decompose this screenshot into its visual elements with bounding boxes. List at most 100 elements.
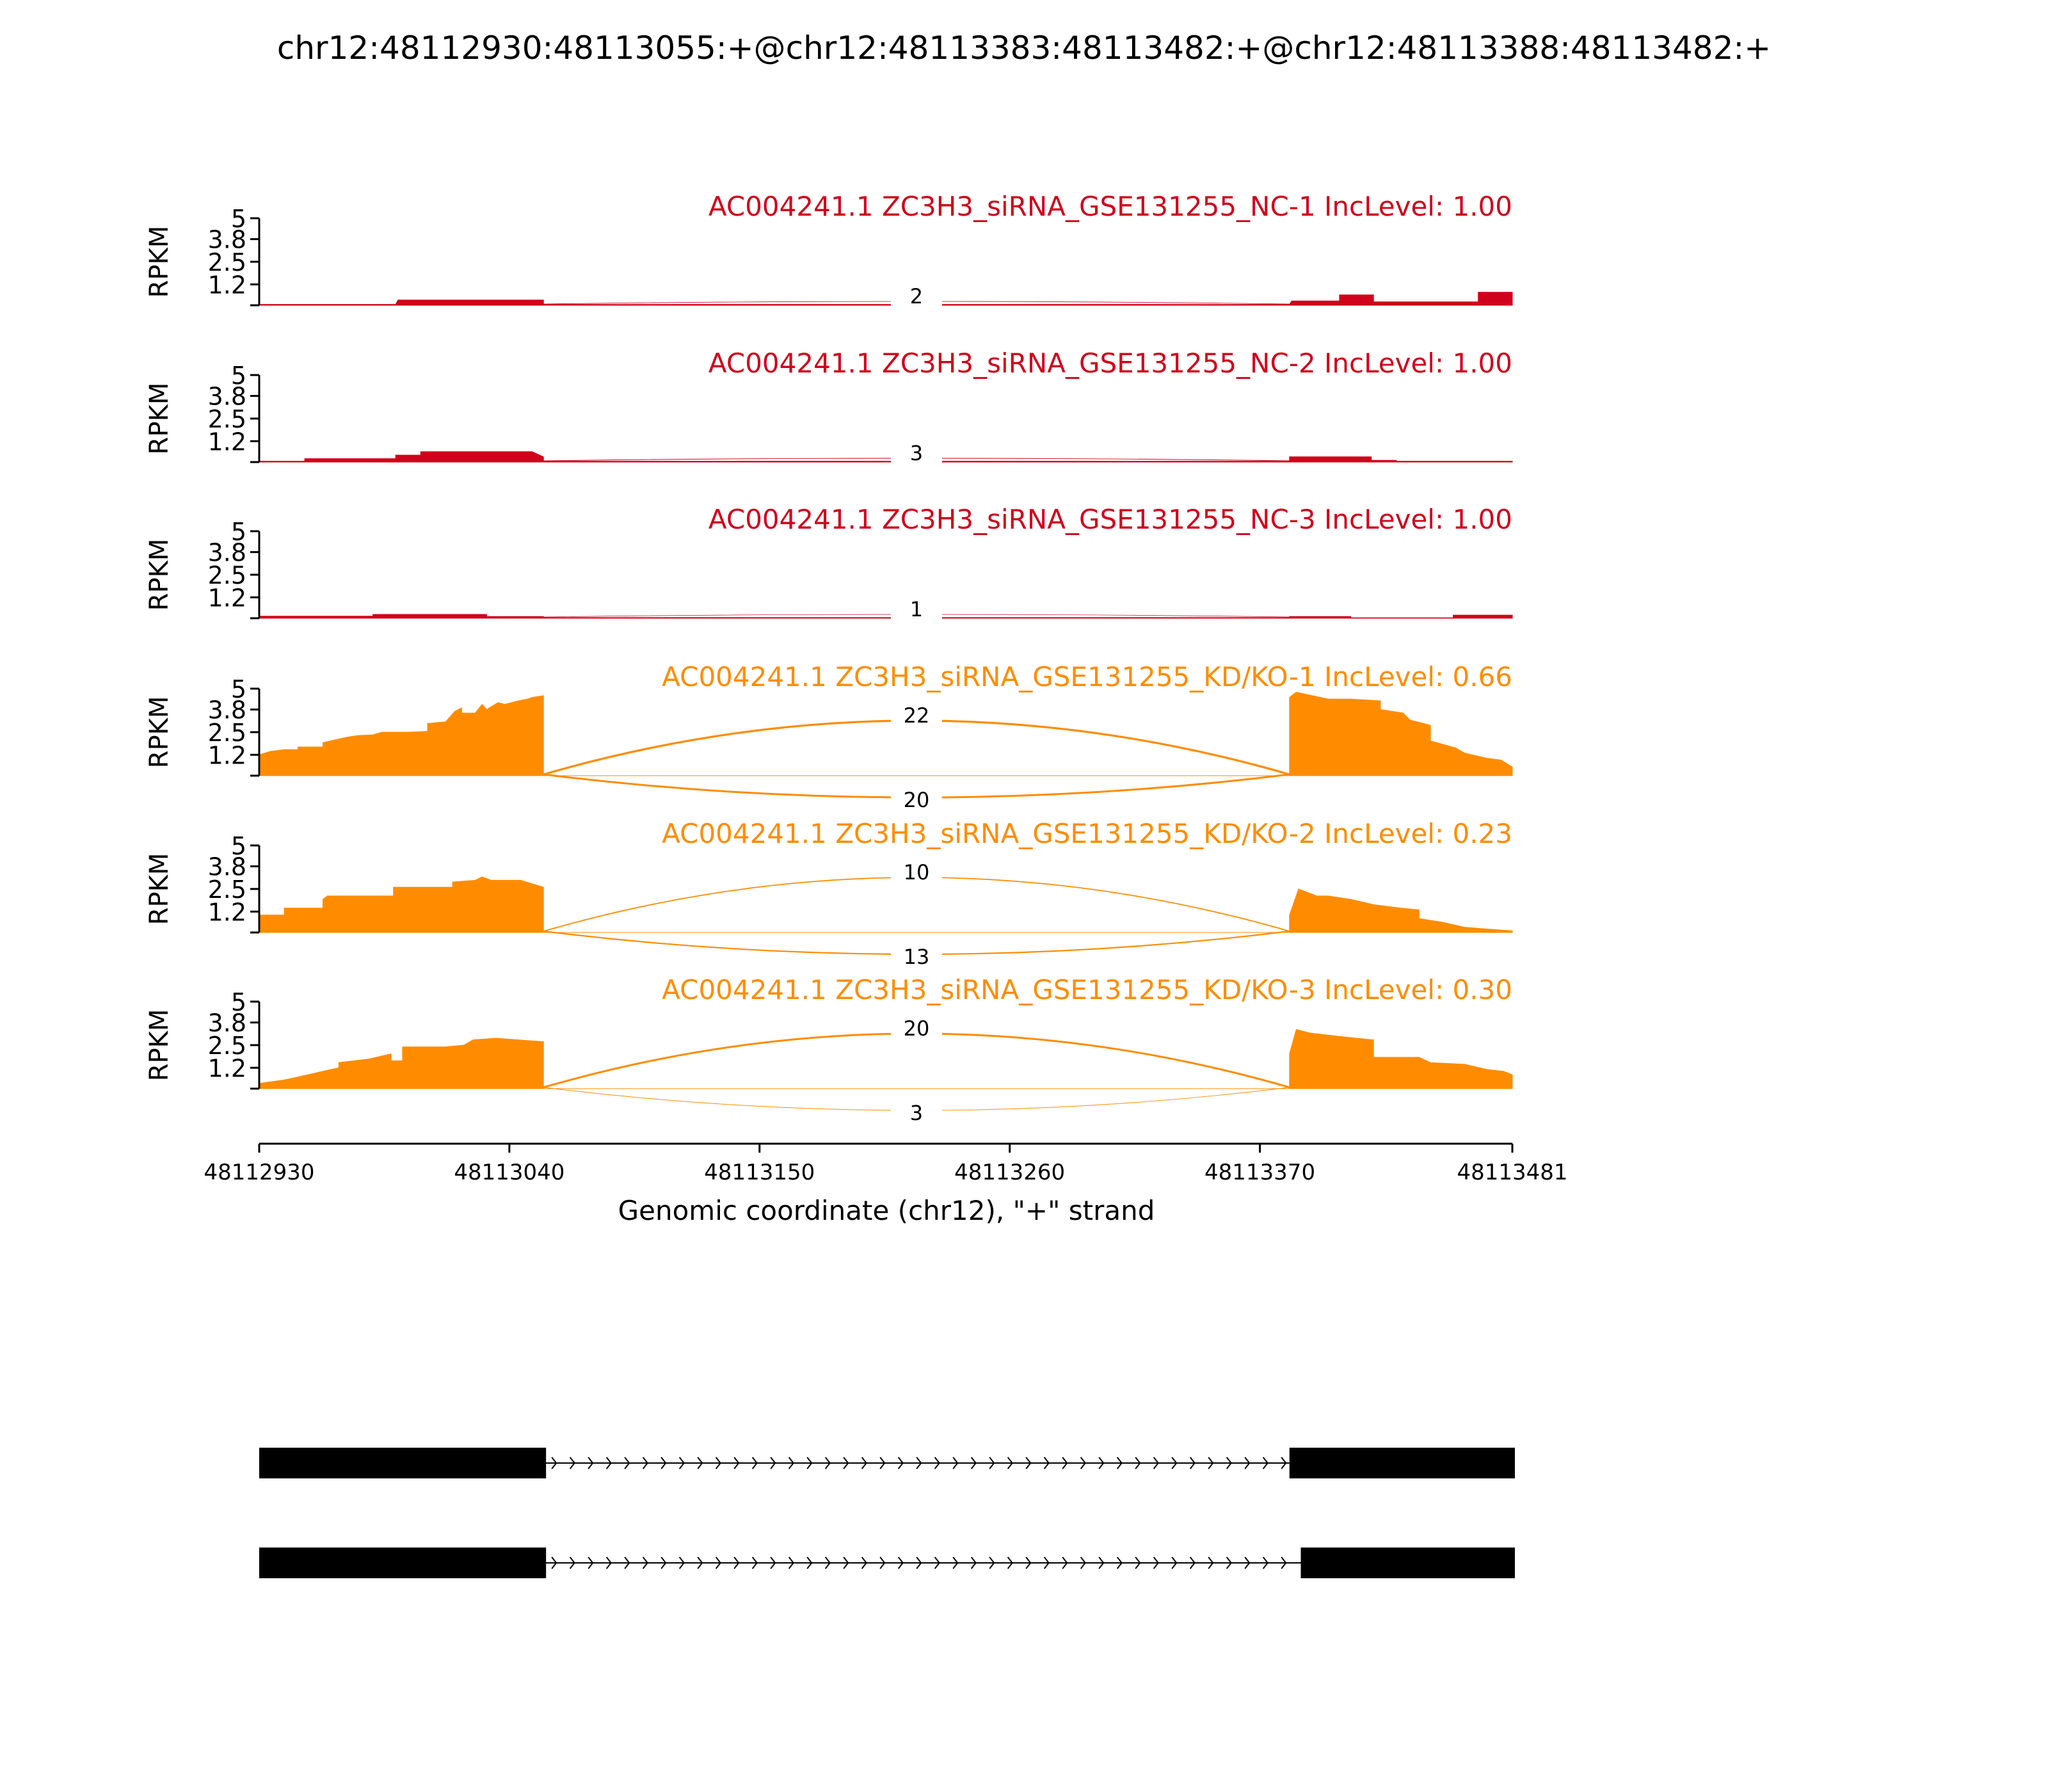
strand-arrow (897, 1556, 904, 1569)
junction-count: 2 (910, 284, 923, 308)
strand-arrow (1098, 1556, 1105, 1569)
strand-arrow (1262, 1556, 1268, 1569)
y-tick-label: 2.5 (208, 719, 246, 747)
strand-arrow (934, 1457, 940, 1469)
isoform-2 (259, 1548, 1515, 1578)
strand-arrow (1135, 1556, 1141, 1569)
strand-arrow (1098, 1457, 1105, 1469)
strand-arrow (770, 1556, 776, 1569)
coverage-area (259, 1028, 1513, 1089)
y-tick-label: 1.2 (208, 1054, 246, 1082)
y-tick-label: 5 (231, 518, 246, 546)
strand-arrow (1153, 1457, 1159, 1469)
strand-arrow (1281, 1457, 1287, 1469)
strand-arrow (605, 1457, 612, 1469)
strand-arrow (970, 1457, 977, 1469)
strand-arrow (569, 1457, 575, 1469)
strand-arrow (1025, 1457, 1032, 1469)
strand-arrow (1062, 1457, 1068, 1469)
strand-arrow (952, 1556, 959, 1569)
coverage-area (259, 451, 1513, 463)
strand-arrow (678, 1457, 685, 1469)
junction-label-bg (890, 1100, 942, 1126)
y-tick-label: 3.8 (208, 853, 246, 881)
strand-arrow (715, 1457, 721, 1469)
junction-label-bg (890, 283, 942, 310)
strand-arrow (1262, 1457, 1268, 1469)
isoform-1 (259, 1448, 1515, 1478)
junction-label-bg (890, 787, 942, 813)
exon-block (1300, 1548, 1515, 1578)
x-tick-label: 48113260 (954, 1160, 1065, 1185)
exon-block (259, 1548, 547, 1578)
y-axis-label: RPKM (145, 539, 174, 611)
coverage-area (259, 876, 1513, 933)
track-label: AC004241.1 ZC3H3_siRNA_GSE131255_NC-1 In… (708, 191, 1512, 222)
strand-arrow (1226, 1556, 1232, 1569)
y-tick-label: 5 (231, 832, 246, 860)
strand-arrow (1062, 1556, 1068, 1569)
track-4: 1.22.53.85 RPKM AC004241.1 ZC3H3_siRNA_GSE… (145, 661, 1513, 813)
track-label: AC004241.1 ZC3H3_siRNA_GSE131255_NC-3 In… (708, 504, 1512, 535)
strand-arrow (715, 1556, 721, 1569)
x-tick-label: 48113481 (1457, 1160, 1567, 1185)
strand-arrow (1043, 1457, 1050, 1469)
x-axis: 48112930 48113040 48113150 48113260 48113370… (204, 1142, 1568, 1185)
strand-arrow (697, 1556, 703, 1569)
strand-arrow (1189, 1556, 1196, 1569)
strand-arrow (1043, 1556, 1050, 1569)
y-tick-label: 1.2 (208, 741, 246, 769)
strand-arrow (1116, 1457, 1123, 1469)
y-tick-label: 2.5 (208, 561, 246, 589)
strand-arrow (1025, 1556, 1032, 1569)
x-axis-label: Genomic coordinate (chr12), "+" strand (618, 1195, 1155, 1226)
strand-arrow (551, 1556, 557, 1569)
junction-count: 3 (910, 1101, 923, 1125)
strand-arrow (1281, 1556, 1287, 1569)
junction-count: 22 (904, 703, 930, 728)
y-tick-label: 2.5 (208, 876, 246, 904)
y-tick-label: 3.8 (208, 226, 246, 254)
strand-arrow (770, 1457, 776, 1469)
track-label: AC004241.1 ZC3H3_siRNA_GSE131255_KD/KO-2… (662, 818, 1512, 849)
strand-arrow (569, 1556, 575, 1569)
strand-arrow (843, 1556, 849, 1569)
strand-arrow (642, 1556, 648, 1569)
strand-arrow (934, 1556, 940, 1569)
y-axis-label: RPKM (145, 696, 174, 769)
y-tick-label: 5 (231, 362, 246, 390)
strand-arrow (897, 1457, 904, 1469)
strand-arrow (1244, 1457, 1251, 1469)
y-tick-label: 3.8 (208, 539, 246, 567)
strand-arrow (1171, 1556, 1178, 1569)
y-tick-label: 2.5 (208, 1032, 246, 1060)
track-5: 1.22.53.85 RPKM AC004241.1 ZC3H3_siRNA_GSE… (145, 818, 1513, 970)
strand-arrow (788, 1556, 794, 1569)
track-6: 1.22.53.85 RPKM AC004241.1 ZC3H3_siRNA_GSE… (145, 974, 1513, 1126)
strand-arrow (1080, 1457, 1086, 1469)
track-1: 1.22.53.85 RPKM AC004241.1 ZC3H3_siRNA_GSE… (145, 191, 1513, 310)
strand-arrow (588, 1457, 594, 1469)
strand-arrow (916, 1556, 922, 1569)
y-axis-label: RPKM (145, 853, 174, 925)
y-tick-label: 2.5 (208, 405, 246, 433)
junction-count: 3 (910, 441, 923, 465)
y-tick-label: 3.8 (208, 1009, 246, 1037)
strand-arrow (642, 1457, 648, 1469)
strand-arrow (551, 1457, 557, 1469)
strand-arrow (1208, 1556, 1214, 1569)
junction-label-bg (890, 1015, 942, 1042)
strand-arrow (1153, 1556, 1159, 1569)
strand-arrow (1007, 1457, 1013, 1469)
strand-arrow (806, 1556, 813, 1569)
strand-arrow (697, 1457, 703, 1469)
y-tick-label: 1.2 (208, 898, 246, 926)
strand-arrow (1116, 1556, 1123, 1569)
strand-arrow (861, 1556, 867, 1569)
strand-arrow (861, 1457, 867, 1469)
junction-label-bg (890, 596, 942, 623)
track-label: AC004241.1 ZC3H3_siRNA_GSE131255_KD/KO-1… (662, 661, 1512, 692)
gene-model (259, 1448, 1515, 1578)
strand-arrow (879, 1556, 886, 1569)
y-tick-label: 3.8 (208, 383, 246, 411)
